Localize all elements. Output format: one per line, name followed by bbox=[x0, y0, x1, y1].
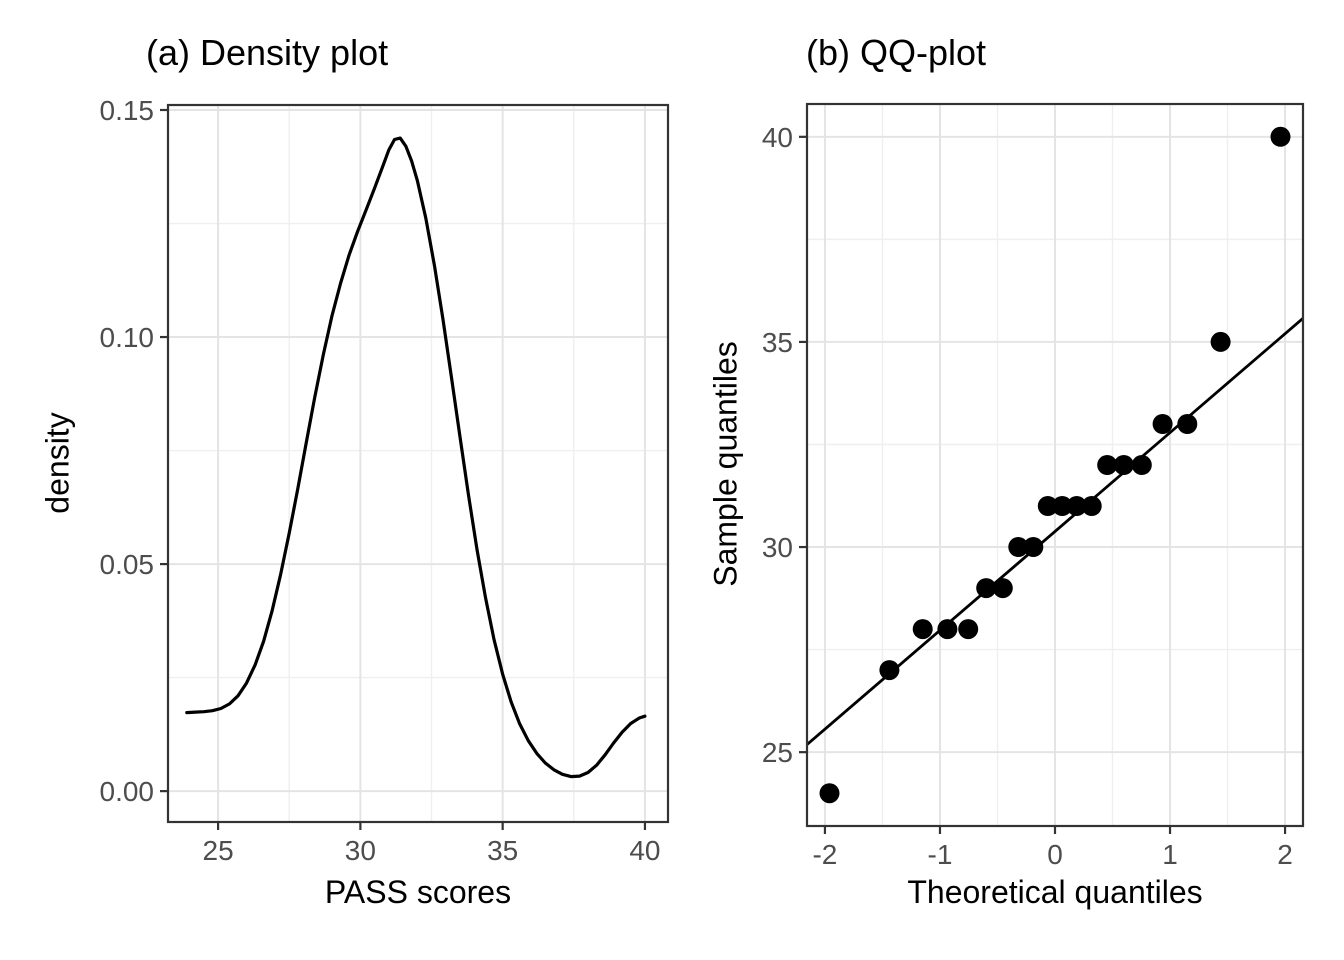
data-point bbox=[1152, 414, 1173, 434]
panel-b: -2 -1 0 1 2 25 30 35 40 bbox=[762, 102, 1305, 870]
x-tick-label: -1 bbox=[928, 839, 953, 870]
major-gridlines bbox=[168, 105, 668, 822]
data-point bbox=[937, 619, 958, 640]
panel-a-y-axis-title: density bbox=[39, 412, 76, 514]
data-point bbox=[1270, 126, 1291, 147]
data-point bbox=[1097, 455, 1118, 475]
data-point bbox=[912, 619, 933, 640]
data-point bbox=[992, 578, 1013, 599]
scatter-points bbox=[819, 126, 1291, 804]
y-tick-label: 0.15 bbox=[100, 95, 155, 126]
x-tick-label: 1 bbox=[1162, 839, 1178, 870]
y-tick-label: 25 bbox=[762, 737, 793, 768]
y-tick-label: 0.05 bbox=[100, 549, 155, 580]
data-point bbox=[958, 619, 979, 640]
data-point bbox=[1052, 496, 1073, 516]
data-point bbox=[1037, 496, 1058, 516]
data-point bbox=[1131, 455, 1152, 475]
x-tick-label: 0 bbox=[1047, 839, 1063, 870]
data-point bbox=[1066, 496, 1087, 516]
y-tick-label: 0.00 bbox=[100, 776, 155, 807]
x-tick-label: 30 bbox=[345, 835, 376, 866]
x-tick-label: 35 bbox=[487, 835, 518, 866]
data-point bbox=[976, 578, 997, 599]
y-tick-label: 40 bbox=[762, 122, 793, 153]
panel-b-title: (b) QQ-plot bbox=[806, 32, 987, 73]
x-tick-label: 40 bbox=[629, 835, 660, 866]
tick-labels: -2 -1 0 1 2 25 30 35 40 bbox=[762, 122, 1293, 870]
data-point bbox=[1177, 414, 1198, 434]
panel-a: 25 30 35 40 0.00 0.05 0.10 0.15 bbox=[100, 95, 670, 866]
tick-marks bbox=[799, 135, 1287, 834]
panel-a-x-axis-title: PASS scores bbox=[324, 874, 512, 910]
x-tick-label: 25 bbox=[203, 835, 234, 866]
data-point bbox=[1008, 537, 1029, 557]
y-tick-label: 0.10 bbox=[100, 322, 155, 353]
tick-labels: 25 30 35 40 0.00 0.05 0.10 0.15 bbox=[100, 95, 661, 866]
panel-border bbox=[166, 103, 670, 824]
panel-a-title: (a) Density plot bbox=[146, 32, 389, 73]
x-tick-label: -2 bbox=[812, 839, 837, 870]
minor-gridlines bbox=[168, 105, 668, 822]
major-gridlines bbox=[807, 104, 1303, 826]
data-point bbox=[819, 783, 840, 804]
data-point bbox=[1210, 331, 1231, 352]
tick-marks bbox=[160, 108, 647, 830]
data-point bbox=[1023, 537, 1044, 557]
panel-background bbox=[168, 105, 668, 822]
panel-b-x-axis-title: Theoretical quantiles bbox=[907, 874, 1203, 910]
panel-b-y-axis-title: Sample quantiles bbox=[707, 341, 744, 587]
y-tick-label: 30 bbox=[762, 532, 793, 563]
y-tick-label: 35 bbox=[762, 327, 793, 358]
data-point bbox=[1081, 496, 1102, 516]
density-curve bbox=[185, 136, 647, 779]
data-point bbox=[1113, 455, 1134, 475]
data-point bbox=[879, 660, 900, 681]
x-tick-label: 2 bbox=[1277, 839, 1293, 870]
